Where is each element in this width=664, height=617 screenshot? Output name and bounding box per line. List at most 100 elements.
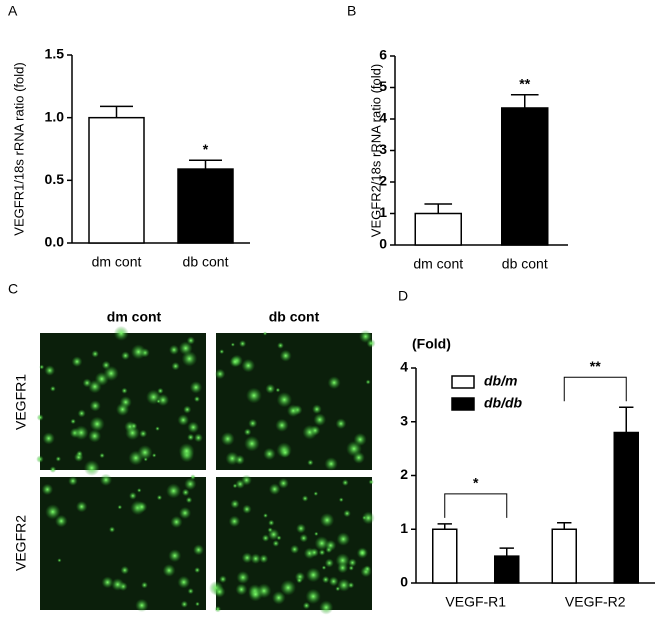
bar bbox=[494, 555, 520, 584]
fluorescence bbox=[181, 350, 198, 367]
x-tick-label: VEGF-R1 bbox=[445, 594, 506, 610]
fluorescence bbox=[290, 544, 300, 554]
fluorescence bbox=[187, 433, 195, 441]
fluorescence bbox=[125, 425, 140, 441]
fluorescence bbox=[178, 506, 192, 520]
error-bar bbox=[510, 93, 539, 108]
fluorescence bbox=[242, 504, 252, 514]
fluorescence bbox=[225, 451, 240, 466]
fluorescence bbox=[121, 351, 130, 361]
y-tick-label: 0 bbox=[400, 574, 408, 590]
fluorescence bbox=[180, 600, 189, 608]
fluorescence bbox=[263, 447, 276, 461]
fluorescence bbox=[177, 575, 191, 589]
fluorescence bbox=[348, 565, 354, 571]
fluorescence bbox=[57, 558, 62, 563]
fluorescence bbox=[307, 459, 314, 466]
error-bar bbox=[189, 159, 222, 170]
fluorescence bbox=[265, 383, 276, 394]
fluorescence bbox=[248, 418, 258, 428]
fluorescence bbox=[113, 325, 129, 341]
x-tick-label: db cont bbox=[183, 254, 229, 270]
fluorescence bbox=[267, 528, 280, 541]
fluorescence bbox=[55, 456, 62, 462]
fluorescence bbox=[337, 578, 351, 592]
x-tick-label: VEGF-R2 bbox=[565, 594, 626, 610]
fluorescence bbox=[170, 515, 183, 529]
fluorescence bbox=[70, 418, 76, 425]
y-tick-label: 4 bbox=[400, 359, 408, 375]
fluorescence bbox=[121, 387, 128, 394]
panel-label: B bbox=[347, 3, 356, 19]
fluorescence bbox=[168, 344, 180, 355]
fluorescence bbox=[156, 399, 161, 404]
fluorescence bbox=[268, 483, 281, 495]
fluorescence bbox=[166, 483, 182, 499]
fluorescence bbox=[168, 549, 182, 563]
error-bar bbox=[499, 547, 514, 557]
fluorescence bbox=[256, 583, 272, 599]
fluorescence bbox=[108, 526, 116, 533]
fluorescence bbox=[128, 491, 137, 500]
fluorescence bbox=[263, 331, 268, 336]
significance-label: ** bbox=[590, 358, 601, 374]
fluorescence bbox=[309, 547, 319, 558]
fluorescence bbox=[171, 361, 180, 371]
fluorescence bbox=[296, 577, 303, 584]
chart-title: (Fold) bbox=[412, 336, 451, 352]
fluorescence bbox=[49, 466, 57, 473]
error-bar bbox=[437, 523, 452, 530]
fluorescence bbox=[347, 581, 355, 589]
fluorescence bbox=[157, 387, 164, 395]
y-tick-label: 1.0 bbox=[45, 108, 65, 124]
fluorescence bbox=[277, 342, 284, 349]
fluorescence bbox=[275, 418, 289, 432]
error-bar bbox=[100, 105, 133, 118]
fluorescence bbox=[241, 358, 256, 373]
fluorescence bbox=[230, 342, 235, 347]
fluorescence bbox=[76, 450, 83, 458]
fluorescence bbox=[319, 512, 335, 528]
fluorescence bbox=[313, 413, 327, 427]
fluorescence bbox=[187, 421, 200, 434]
fluorescence bbox=[44, 365, 56, 376]
fluorescence bbox=[49, 385, 56, 392]
fluorescence bbox=[36, 414, 44, 421]
fluorescence bbox=[89, 416, 105, 432]
fluorescence bbox=[259, 554, 269, 564]
fluorescence bbox=[337, 562, 349, 574]
fluorescence bbox=[261, 534, 270, 542]
fluorescence bbox=[271, 591, 286, 605]
fluorescence bbox=[83, 460, 100, 476]
significance-bracket bbox=[444, 493, 508, 518]
fluorescence bbox=[328, 576, 339, 587]
bar bbox=[551, 528, 577, 584]
fluorescence bbox=[162, 564, 176, 577]
fluorescence bbox=[117, 504, 123, 510]
fluorescence bbox=[321, 565, 327, 570]
fluorescence bbox=[178, 443, 195, 459]
fluorescence bbox=[314, 531, 319, 537]
fluorescence bbox=[101, 576, 114, 589]
fluorescence bbox=[286, 404, 300, 418]
fluorescence bbox=[189, 381, 203, 394]
fluorescence bbox=[366, 338, 376, 348]
fluorescence bbox=[77, 409, 86, 418]
fluorescence bbox=[363, 565, 372, 573]
fluorescence bbox=[313, 491, 319, 496]
fluorescence bbox=[235, 479, 246, 489]
fluorescence bbox=[311, 404, 322, 415]
significance-label: * bbox=[203, 141, 209, 157]
significance-label: ** bbox=[519, 75, 530, 91]
fluorescence bbox=[368, 479, 374, 485]
fluorescence bbox=[327, 376, 341, 390]
fluorescence bbox=[115, 402, 130, 416]
bar bbox=[432, 528, 458, 584]
fluorescence bbox=[348, 558, 357, 568]
fluorescence bbox=[341, 479, 349, 487]
fluorescence bbox=[336, 532, 351, 546]
fluorescence bbox=[120, 565, 130, 575]
fluorescence bbox=[230, 499, 240, 509]
error-bar bbox=[424, 203, 453, 214]
fluorescence bbox=[305, 588, 321, 605]
